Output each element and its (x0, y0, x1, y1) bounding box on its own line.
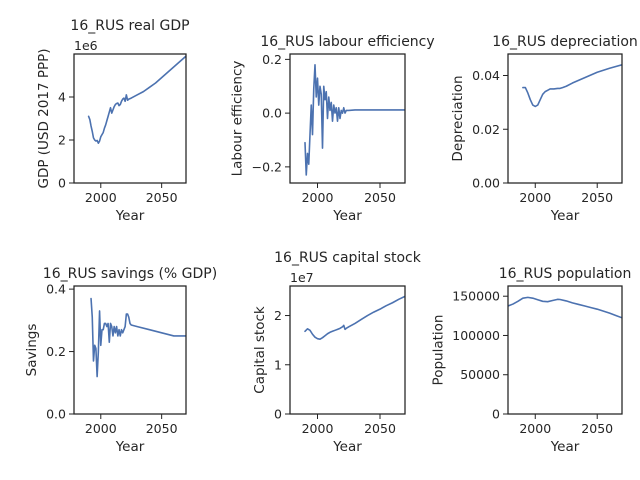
x-tick-label: 2050 (146, 421, 178, 436)
y-tick-label: 2 (58, 133, 66, 148)
series-line (522, 63, 622, 108)
y-tick-label: 0 (58, 176, 66, 191)
axes-frame (73, 285, 187, 415)
y-axis-label: Depreciation (450, 75, 466, 161)
x-tick-label: 2050 (364, 421, 396, 436)
series-line (304, 295, 405, 340)
y-tick-label: 0.2 (46, 344, 66, 359)
x-tick-label: 2000 (85, 421, 117, 436)
x-axis-label: Year (550, 208, 580, 224)
y-tick-label: −0.2 (252, 159, 282, 174)
subplot-4: 2000 2050 0.0 0.2 0.416_RUS savings (% GDP) Y… (24, 266, 217, 455)
y-tick-label: 0.00 (472, 176, 500, 191)
x-tick-label: 2050 (146, 190, 178, 205)
y-tick-label: 0.0 (46, 407, 66, 422)
series-line (304, 63, 405, 176)
axis-offset-text: 1e7 (290, 270, 314, 285)
subplot-5: 2000 2050 0 1 2 1e7 16_RUS capital stock Year Ca… (252, 250, 422, 455)
y-tick-label: 0.4 (46, 282, 66, 297)
y-axis-label: GDP (USD 2017 PPP) (36, 48, 52, 188)
y-axis-label: Capital stock (252, 306, 268, 394)
subplot-6: 2000 2050 0 50000 100000 150000 16_RUS populat… (430, 266, 631, 455)
y-tick-label: 0.04 (472, 68, 500, 83)
y-axis-label: Population (430, 315, 446, 386)
x-tick-label: 2050 (581, 421, 613, 436)
x-axis-label: Year (332, 439, 362, 455)
chart-title: 16_RUS depreciation (492, 34, 638, 50)
chart-title: 16_RUS capital stock (274, 250, 422, 266)
y-tick-label: 0 (274, 407, 282, 422)
x-tick-label: 2050 (581, 190, 613, 205)
series-line (87, 55, 186, 145)
x-tick-label: 2050 (364, 190, 396, 205)
y-tick-label: 0.02 (472, 122, 500, 137)
y-axis-label: Labour efficiency (230, 61, 246, 177)
subplot-1: 2000 2050 0 2 4 1e6 16_RUS real GDP Year GDP (US… (36, 18, 190, 224)
series-line (508, 296, 622, 319)
axes-frame (289, 285, 406, 415)
y-tick-label: 4 (58, 90, 66, 105)
axes-frame (507, 285, 623, 415)
axes-frame (289, 53, 406, 184)
x-tick-label: 2000 (85, 190, 117, 205)
x-tick-label: 2000 (302, 421, 334, 436)
y-tick-label: 0.0 (262, 106, 282, 121)
y-tick-label: 0.2 (262, 52, 282, 67)
x-tick-label: 2000 (519, 190, 551, 205)
y-tick-label: 150000 (452, 289, 500, 304)
y-axis-label: Savings (24, 324, 40, 377)
axes-frame (73, 53, 187, 184)
y-tick-label: 2 (274, 308, 282, 323)
x-tick-label: 2000 (302, 190, 334, 205)
y-tick-label: 100000 (452, 328, 500, 343)
axis-offset-text: 1e6 (74, 38, 98, 53)
y-tick-label: 1 (274, 357, 282, 372)
subplot-3: 2000 2050 0.00 0.02 0.04 16_RUS depreciation Y… (450, 34, 638, 224)
chart-title: 16_RUS real GDP (70, 18, 189, 34)
x-tick-label: 2000 (519, 421, 551, 436)
y-tick-label: 50000 (460, 367, 500, 382)
chart-title: 16_RUS population (499, 266, 632, 282)
series-line (90, 297, 186, 378)
x-axis-label: Year (115, 208, 145, 224)
x-axis-label: Year (332, 208, 362, 224)
chart-title: 16_RUS savings (% GDP) (43, 266, 217, 282)
axes-frame (507, 53, 623, 184)
chart-title: 16_RUS labour efficiency (260, 34, 434, 50)
subplot-2: 2000 2050 −0.2 0.0 0.2 16_RUS labour efficien… (230, 34, 435, 224)
x-axis-label: Year (550, 439, 580, 455)
y-tick-label: 0 (492, 407, 500, 422)
x-axis-label: Year (115, 439, 145, 455)
